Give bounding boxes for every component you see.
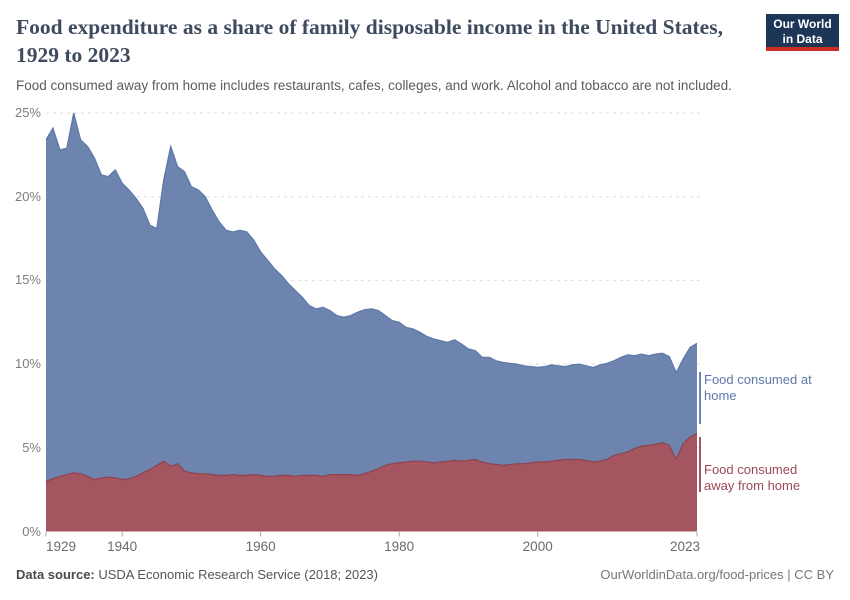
x-tick-label: 1980 [384, 539, 415, 554]
y-tick-label: 0% [22, 523, 41, 539]
legend-label-away-line1: Food consumed [704, 462, 798, 477]
legend-label-away[interactable]: Food consumed away from home [704, 462, 800, 493]
x-tick-label: 1960 [245, 539, 276, 554]
chart-subtitle: Food consumed away from home includes re… [16, 78, 732, 93]
legend-label-home-line1: Food consumed at [704, 372, 812, 387]
chart-title: Food expenditure as a share of family di… [16, 15, 723, 68]
x-tick-label: 2023 [669, 539, 700, 554]
owid-logo-line1: Our World [773, 17, 832, 31]
chart-footer: Data source: USDA Economic Research Serv… [16, 567, 834, 582]
y-tick-label: 25% [14, 105, 41, 120]
legend-label-home[interactable]: Food consumed at home [704, 372, 812, 403]
owid-logo-line2: in Data [782, 32, 823, 46]
y-tick-label: 10% [14, 356, 41, 372]
data-source-label: Data source: [16, 567, 95, 582]
legend-marker-home [699, 372, 701, 424]
legend-label-away-line2: away from home [704, 477, 801, 493]
y-tick-label: 15% [14, 272, 41, 288]
y-tick-label: 20% [14, 188, 41, 204]
footer-link[interactable]: OurWorldinData.org/food-prices | CC BY [600, 567, 834, 582]
y-tick-label: 5% [22, 439, 41, 455]
x-tick-label: 2000 [522, 539, 553, 554]
x-tick-label: 1929 [46, 539, 77, 554]
x-tick-label: 1940 [107, 539, 138, 554]
data-source-text: USDA Economic Research Service (2018; 20… [94, 567, 378, 582]
legend-label-home-line2: home [704, 387, 737, 403]
owid-logo[interactable]: Our World in Data [766, 14, 839, 51]
data-source-line: Data source: USDA Economic Research Serv… [16, 567, 378, 582]
legend-marker-away [699, 437, 701, 492]
